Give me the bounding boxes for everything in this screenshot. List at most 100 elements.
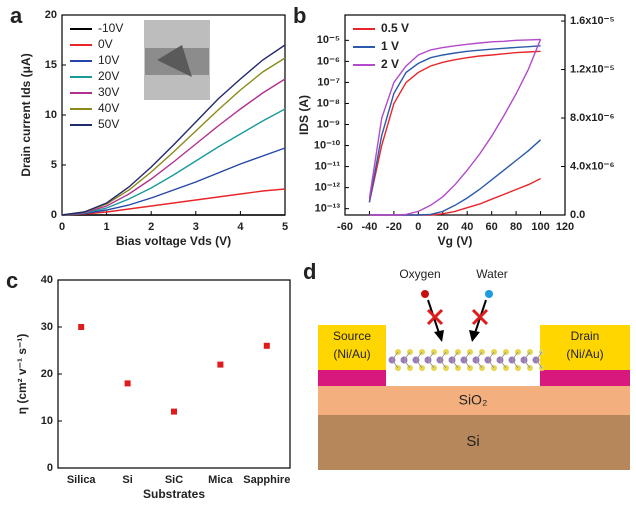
y2-tick-label: 4.0x10⁻⁶ — [570, 160, 615, 172]
bond — [451, 359, 459, 369]
panel-label: c — [6, 268, 18, 293]
y2-tick-label: 8.0x10⁻⁶ — [570, 112, 615, 124]
x-tick-label: SiC — [165, 474, 183, 486]
x-tick-label: Sapphire — [243, 474, 290, 486]
series-line — [368, 50, 541, 203]
bond — [451, 351, 459, 361]
source-metal-label: (Ni/Au) — [333, 347, 370, 361]
x-tick-label: 0 — [59, 221, 65, 233]
drain-label: Drain — [571, 329, 600, 343]
x-tick-label: Si — [122, 474, 132, 486]
x-tick-label: 40 — [461, 221, 473, 233]
oxygen-molecule — [421, 290, 429, 298]
y-axis-label: η (cm² v⁻¹ s⁻¹) — [15, 334, 29, 415]
series-line-y2 — [369, 38, 542, 216]
y-tick-label: 10⁻⁶ — [317, 55, 340, 67]
device-diagram: d Source (Ni/Au) Drain (Ni/Au) SiO₂ Si O… — [303, 259, 630, 470]
bond — [535, 351, 543, 361]
block-mark — [471, 308, 489, 326]
bond — [475, 351, 483, 361]
bond — [487, 359, 495, 369]
series-line — [61, 108, 286, 216]
series-line — [61, 44, 286, 216]
legend-label: 1 V — [381, 39, 399, 53]
x-tick-label: 60 — [486, 221, 498, 233]
bond — [523, 351, 531, 361]
mos2-layer — [388, 349, 545, 371]
x-tick-label: 100 — [531, 221, 549, 233]
water-label: Water — [476, 267, 508, 281]
x-tick-label: 1 — [104, 221, 110, 233]
oxide-label: SiO₂ — [459, 392, 488, 408]
y-tick-label: 10 — [45, 109, 57, 121]
x-tick-label: -60 — [337, 221, 353, 233]
x-tick-label: 2 — [148, 221, 154, 233]
si-layer — [318, 415, 630, 470]
y2-tick-label: 1.2x10⁻⁵ — [570, 63, 615, 75]
legend-label: 50V — [98, 117, 119, 131]
inset-electrode — [144, 75, 210, 100]
drain-electrode — [540, 325, 630, 370]
x-tick-label: 120 — [556, 221, 574, 233]
legend-label: 40V — [98, 101, 119, 115]
source-label: Source — [333, 329, 371, 343]
water-molecule — [485, 290, 493, 298]
y-tick-label: 10⁻⁵ — [317, 34, 340, 46]
series-line — [368, 45, 541, 203]
point — [217, 361, 224, 368]
bond — [439, 351, 447, 361]
y-axis-label: IDS (A) — [297, 95, 311, 135]
point — [263, 342, 270, 349]
inset-electrode — [144, 20, 210, 48]
y-tick-label: 0 — [51, 209, 57, 221]
y2-tick-label: 0.0 — [570, 209, 585, 221]
y-tick-label: 10⁻⁸ — [317, 97, 340, 109]
series-line — [61, 78, 286, 216]
legend-label: 0V — [98, 37, 113, 51]
bond — [427, 359, 435, 369]
point — [78, 324, 85, 330]
x-tick-label: 80 — [510, 221, 522, 233]
x-tick-label: 5 — [282, 221, 288, 233]
y-tick-label: 40 — [41, 274, 53, 286]
legend-label: 10V — [98, 53, 119, 67]
x-tick-label: Mica — [208, 474, 233, 486]
bond — [439, 359, 447, 369]
bond — [535, 359, 543, 369]
series-line — [368, 38, 541, 199]
point — [124, 380, 131, 387]
legend-label: -10V — [98, 21, 123, 35]
y-tick-label: 20 — [45, 9, 57, 21]
y-tick-label: 10⁻⁹ — [317, 118, 340, 130]
series-line — [61, 147, 286, 216]
arrow-head — [434, 330, 444, 342]
substrate-label: Si — [466, 433, 479, 450]
y-tick-label: 20 — [41, 368, 53, 380]
legend-label: 0.5 V — [381, 21, 409, 35]
legend-label: 30V — [98, 85, 119, 99]
block-mark — [426, 308, 444, 326]
bond — [415, 351, 423, 361]
y-tick-label: 10⁻¹³ — [315, 203, 341, 215]
arrow-head — [469, 330, 480, 342]
bond — [463, 351, 471, 361]
plot-frame — [344, 14, 566, 216]
bond — [499, 351, 507, 361]
series-line — [61, 188, 286, 216]
y-tick-label: 10⁻¹² — [315, 182, 341, 194]
x-axis-label: Substrates — [143, 487, 205, 501]
bond — [523, 359, 531, 369]
y-tick-label: 10⁻¹¹ — [315, 160, 341, 172]
panel-label: b — [293, 3, 306, 28]
bond — [463, 359, 471, 369]
drain-metal-label: (Ni/Au) — [566, 347, 603, 361]
bond — [511, 359, 519, 369]
panel-label: d — [303, 259, 316, 284]
y-tick-label: 5 — [51, 159, 57, 171]
bond — [475, 359, 483, 369]
x-tick-label: Silica — [67, 474, 97, 486]
bond — [391, 359, 399, 369]
x-axis-label: Vg (V) — [438, 234, 473, 248]
bond — [487, 351, 495, 361]
